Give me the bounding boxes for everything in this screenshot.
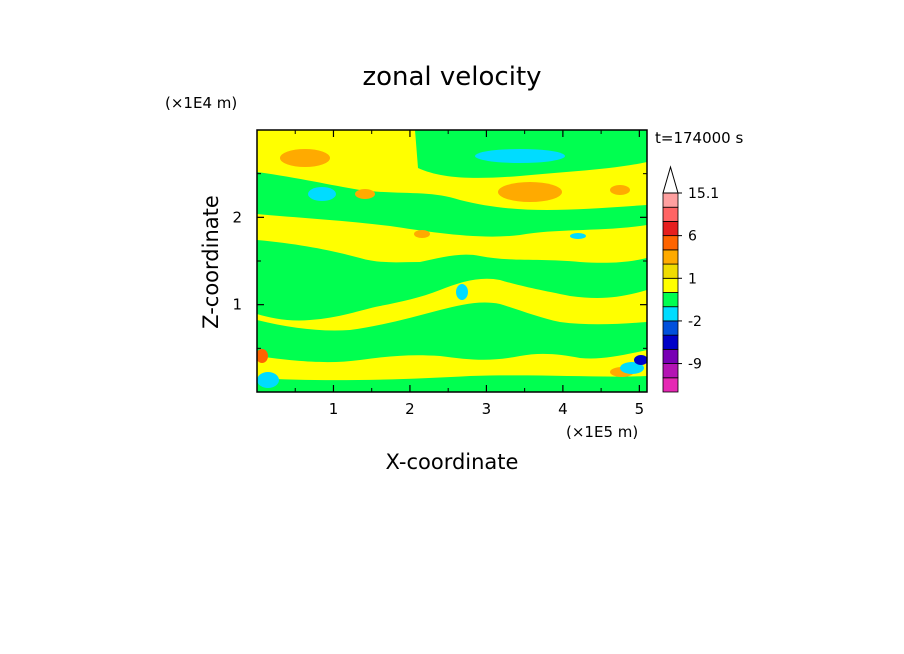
x-tick-label: 5 <box>635 400 645 418</box>
field-region-orange <box>498 182 562 202</box>
colorbar-swatch <box>662 235 679 251</box>
colorbar-swatch <box>662 221 679 237</box>
field-region-cyan <box>570 233 586 239</box>
field-region-cyan <box>475 149 565 163</box>
field-region-green <box>257 302 647 363</box>
colorbar-swatch <box>662 320 679 336</box>
field-region-green <box>257 375 647 392</box>
y-tick-label: 1 <box>232 296 242 314</box>
colorbar-swatch <box>662 363 679 379</box>
colorbar-tick-label: 1 <box>688 271 697 287</box>
field-region-blue <box>634 355 647 365</box>
colorbar-tick-label: -2 <box>688 314 702 330</box>
field-region-cyan <box>257 372 279 388</box>
colorbar-swatch <box>662 334 679 350</box>
colorbar-extend-arrow <box>662 165 679 194</box>
x-tick-label: 1 <box>329 400 339 418</box>
colorbar-swatch <box>662 277 679 293</box>
x-scale-note: (×1E5 m) <box>566 423 638 441</box>
colorbar-tick-label: -9 <box>688 357 702 373</box>
colorbar-swatch <box>662 348 679 364</box>
contour-field <box>257 130 647 392</box>
field-region-orange <box>355 189 375 199</box>
field-region-cyan <box>456 284 468 300</box>
colorbar-swatch <box>662 306 679 322</box>
colorbar-swatch <box>662 292 679 308</box>
field-region-green <box>257 172 647 237</box>
colorbar-tick-label: 6 <box>688 229 697 245</box>
colorbar-swatch <box>662 192 679 208</box>
field-region-orange <box>257 349 268 363</box>
x-axis-label: X-coordinate <box>386 450 519 474</box>
y-scale-note: (×1E4 m) <box>165 94 237 112</box>
colorbar-swatch <box>662 249 679 265</box>
field-region-orange <box>280 149 330 167</box>
colorbar-swatch <box>662 263 679 279</box>
chart-title: zonal velocity <box>362 62 541 92</box>
y-axis-label: Z-coordinate <box>199 195 223 329</box>
x-tick-label: 2 <box>405 400 415 418</box>
field-region-orange <box>414 230 430 238</box>
colorbar-swatch <box>662 377 679 393</box>
field-region-cyan <box>308 187 336 201</box>
y-tick-label: 2 <box>232 208 242 226</box>
field-region-orange <box>610 185 630 195</box>
field-region-green <box>257 240 647 321</box>
colorbar: 15.1 6 1 -2 -9 <box>662 165 719 393</box>
time-label: t=174000 s <box>655 129 743 147</box>
field-region-cyan <box>620 362 644 374</box>
x-tick-label: 4 <box>558 400 568 418</box>
colorbar-tick-label: 15.1 <box>688 186 719 202</box>
colorbar-swatch <box>662 206 679 222</box>
y-axis-ticks: 12 <box>232 173 647 349</box>
x-tick-label: 3 <box>482 400 492 418</box>
x-axis-ticks: 1 2 3 4 5 <box>294 130 645 418</box>
